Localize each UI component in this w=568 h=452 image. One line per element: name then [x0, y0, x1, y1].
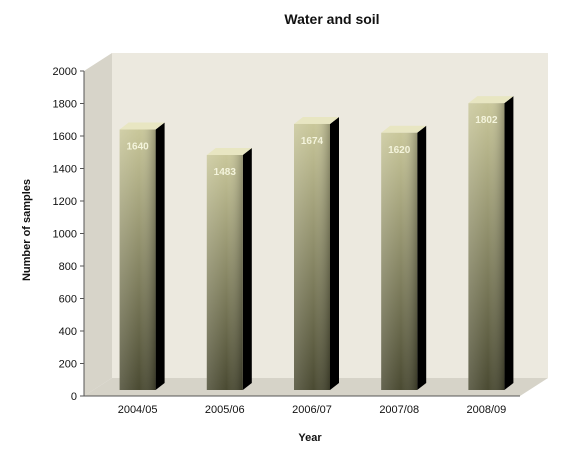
- y-tick-label: 1600: [53, 131, 77, 143]
- x-tick-label: 2007/08: [379, 404, 419, 416]
- y-axis-title: Number of samples: [21, 179, 33, 281]
- bar-side: [417, 125, 427, 390]
- bar-top: [468, 96, 514, 104]
- bar-shading: [381, 132, 418, 390]
- bar-side: [242, 148, 252, 390]
- y-tick-label: 2000: [53, 66, 77, 78]
- data-label: 1802: [475, 115, 498, 126]
- axes: 0 200 400 600 800 1000 1200 1400 1600 1800 2000: [53, 66, 520, 403]
- y-tick-label: 1800: [53, 99, 77, 111]
- bar-shading: [206, 155, 243, 390]
- bars: 1640 2004/05 1483 2005/06 1674 2006/07 1620 200…: [118, 96, 514, 416]
- data-label: 1674: [301, 136, 324, 147]
- chart-side-wall: [84, 53, 112, 396]
- chart-title: Water and soil: [284, 11, 379, 27]
- y-tick-label: 200: [59, 359, 77, 371]
- bar-side: [504, 96, 514, 391]
- bar-top: [381, 125, 427, 133]
- y-tick-label: 0: [71, 391, 77, 403]
- y-tick-label: 800: [59, 261, 77, 273]
- bar-shading: [119, 129, 156, 390]
- y-tick-label: 1200: [53, 196, 77, 208]
- x-tick-label: 2008/09: [467, 404, 507, 416]
- x-tick-label: 2005/06: [205, 404, 245, 416]
- bar-shading: [468, 103, 505, 391]
- y-tick-label: 1000: [53, 229, 77, 241]
- bar-top: [119, 122, 165, 130]
- bar-side: [330, 116, 339, 390]
- data-label: 1640: [126, 142, 149, 153]
- y-tick-label: 400: [59, 326, 77, 338]
- bar-top: [294, 116, 339, 124]
- x-axis-title: Year: [298, 432, 322, 444]
- x-tick-label: 2004/05: [118, 404, 158, 416]
- bar-shading: [294, 123, 330, 390]
- data-label: 1483: [214, 167, 237, 178]
- bar-top: [206, 148, 252, 156]
- x-tick-label: 2006/07: [292, 404, 332, 416]
- bar-side: [155, 122, 165, 390]
- y-tick-label: 600: [59, 294, 77, 306]
- y-tick-label: 1400: [53, 164, 77, 176]
- data-label: 1620: [388, 145, 411, 156]
